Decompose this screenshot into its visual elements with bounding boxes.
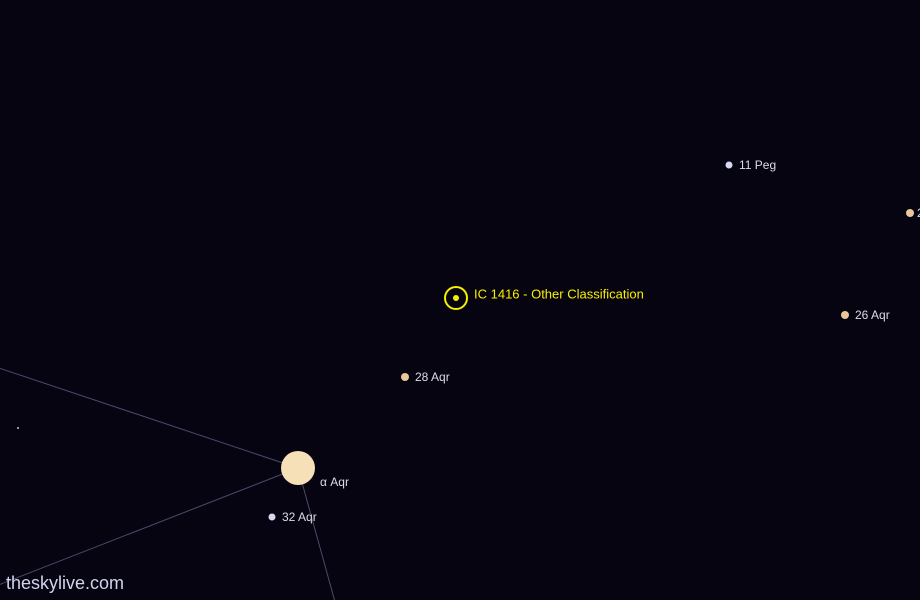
target-label: IC 1416 - Other Classification <box>474 287 644 302</box>
star-25-aqr-clip <box>906 209 914 217</box>
star-label-28-aqr: 28 Aqr <box>415 370 450 384</box>
star-11-peg <box>726 162 733 169</box>
star-label-32-aqr: 32 Aqr <box>282 510 317 524</box>
star-32-aqr <box>269 514 276 521</box>
watermark: theskylive.com <box>6 573 124 594</box>
field-star-dot <box>17 427 19 429</box>
star-28-aqr <box>401 373 409 381</box>
target-dot <box>453 295 459 301</box>
star-26-aqr <box>841 311 849 319</box>
star-label-26-aqr: 26 Aqr <box>855 308 890 322</box>
star-alpha-aqr <box>281 451 315 485</box>
star-label-alpha-aqr: α Aqr <box>320 475 349 489</box>
sky-chart: α Aqr28 Aqr32 Aqr11 Peg26 Aqr25 IC 1416 … <box>0 0 920 600</box>
star-label-11-peg: 11 Peg <box>739 158 776 172</box>
